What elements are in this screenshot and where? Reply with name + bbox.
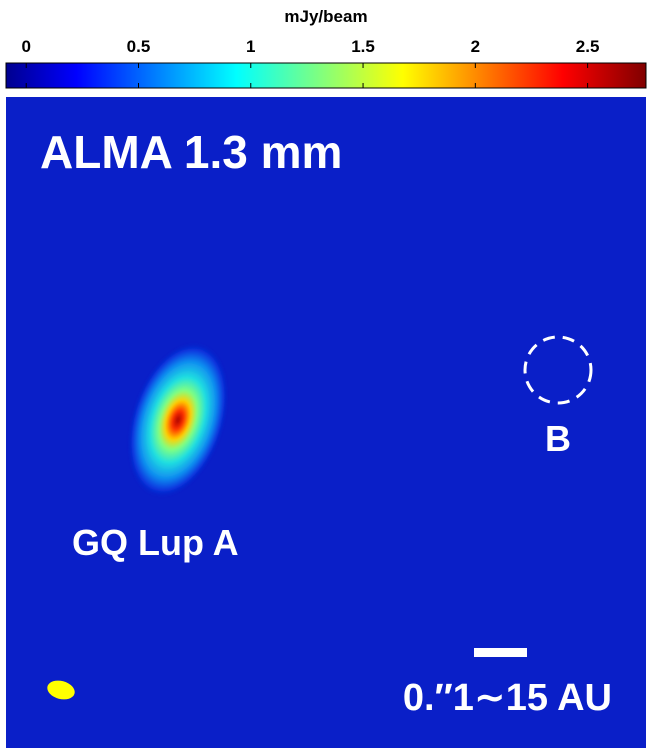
label-b: B bbox=[545, 418, 571, 459]
title: ALMA 1.3 mm bbox=[40, 126, 342, 178]
colorbar bbox=[6, 63, 646, 88]
scale-label: 0.″1∼15 AU bbox=[403, 677, 612, 719]
label-a: GQ Lup A bbox=[72, 522, 239, 563]
colorbar-tick-label: 0 bbox=[21, 37, 30, 56]
colorbar-label: mJy/beam bbox=[284, 7, 367, 26]
colorbar-tick-label: 1 bbox=[246, 37, 255, 56]
figure: mJy/beam 0 0.5 1 1.5 2 2.5 ALMA 1.3 mm GQ Lup… bbox=[0, 0, 652, 748]
colorbar-tick-label: 2.5 bbox=[576, 37, 600, 56]
scale-bar bbox=[474, 648, 527, 657]
colorbar-tick-label: 1.5 bbox=[351, 37, 375, 56]
colorbar-tick-label: 0.5 bbox=[127, 37, 151, 56]
colorbar-tick-label: 2 bbox=[471, 37, 480, 56]
